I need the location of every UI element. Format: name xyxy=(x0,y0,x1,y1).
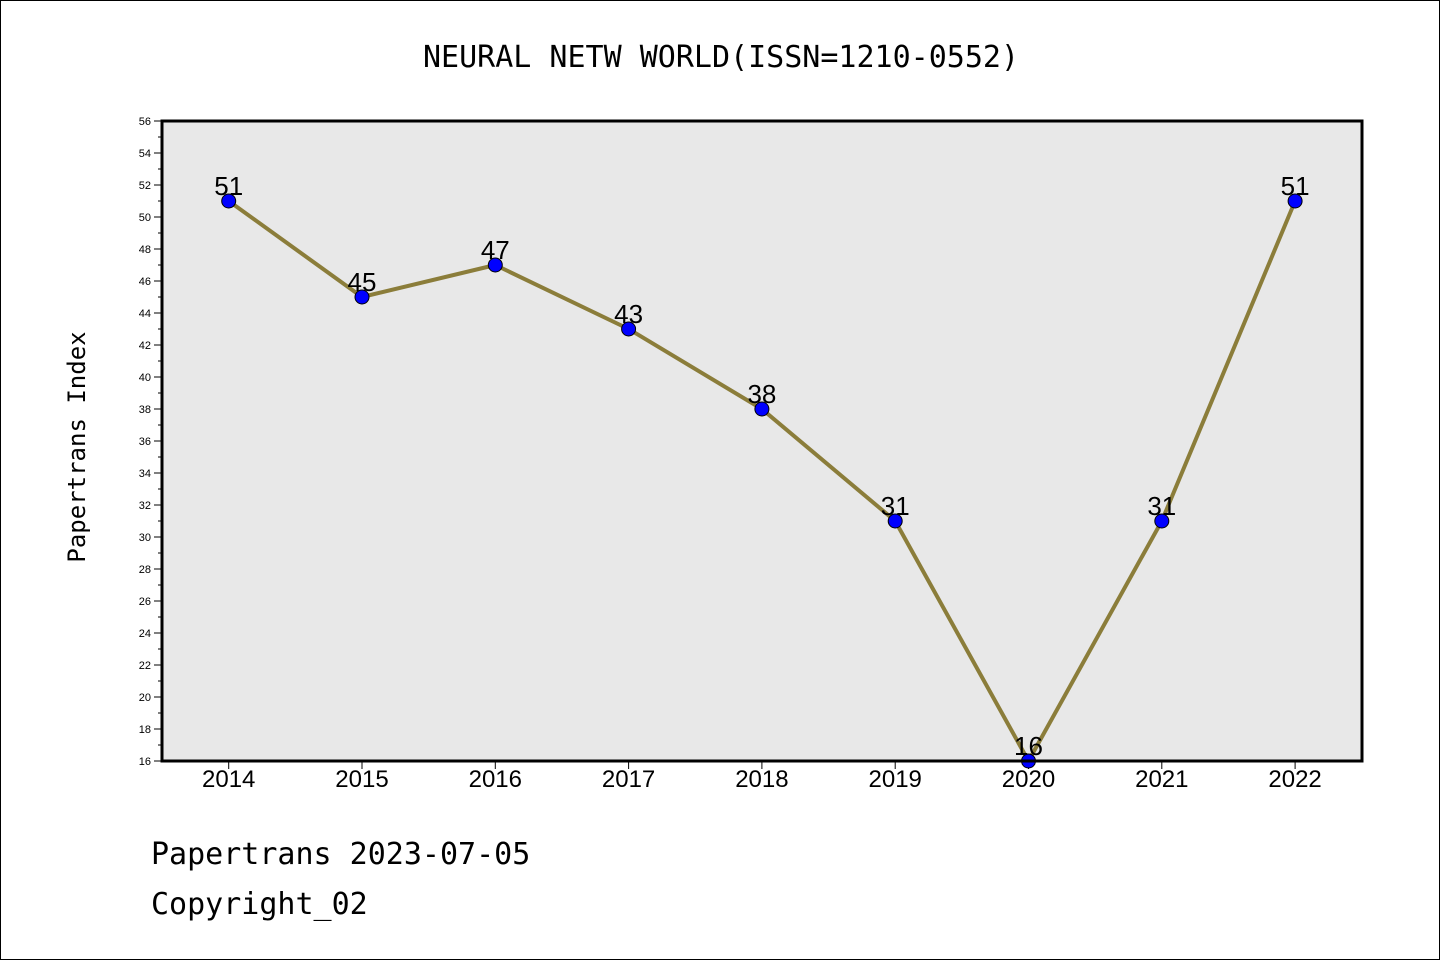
y-axis-ticks: 16 18 20 22 24 26 28 30 32 34 36 38 40 42 44 46 48 50 52 54… xyxy=(139,116,162,768)
data-point xyxy=(221,193,237,209)
x-tick-label: 2020 xyxy=(1002,766,1055,793)
data-point xyxy=(1287,193,1303,209)
y-tick-label: 48 xyxy=(139,244,151,256)
y-tick-label: 36 xyxy=(139,436,151,448)
y-tick-label: 50 xyxy=(139,212,151,224)
data-label: 51 xyxy=(214,171,243,201)
footer-date-line: Papertrans 2023-07-05 xyxy=(151,837,531,872)
y-tick-label: 56 xyxy=(139,116,151,128)
y-tick-label: 26 xyxy=(139,596,151,608)
data-point xyxy=(354,289,370,305)
plot-border xyxy=(160,119,1364,763)
x-tick-label: 2022 xyxy=(1268,766,1321,793)
x-tick-label: 2015 xyxy=(335,766,388,793)
data-point xyxy=(487,257,503,273)
plot-area xyxy=(162,121,1362,761)
y-tick-label: 52 xyxy=(139,180,151,192)
chart-title: NEURAL NETW WORLD(ISSN=1210-0552) xyxy=(423,40,1019,75)
data-label: 38 xyxy=(747,379,776,409)
y-tick-label: 22 xyxy=(139,660,151,672)
x-tick-label: 2016 xyxy=(469,766,522,793)
y-tick-label: 28 xyxy=(139,564,151,576)
data-point xyxy=(754,401,770,417)
y-tick-label: 30 xyxy=(139,532,151,544)
data-label: 31 xyxy=(1147,491,1176,521)
y-tick-label: 32 xyxy=(139,500,151,512)
y-tick-label: 44 xyxy=(139,308,151,320)
data-point xyxy=(621,321,637,337)
y-axis-label: Papertrans Index xyxy=(63,331,91,562)
footer-copyright-line: Copyright_02 xyxy=(151,887,368,922)
y-tick-label: 18 xyxy=(139,724,151,736)
data-point xyxy=(1154,513,1170,529)
y-tick-label: 42 xyxy=(139,340,151,352)
y-tick-label: 38 xyxy=(139,404,151,416)
y-tick-label: 54 xyxy=(139,148,151,160)
data-label: 51 xyxy=(1281,171,1310,201)
data-labels-group: 51 45 47 43 38 31 16 31 51 xyxy=(214,171,1309,761)
x-tick-label: 2019 xyxy=(869,766,922,793)
x-axis-ticks: 2014 2015 2016 2017 2018 2019 2020 2021 2022 xyxy=(202,761,1322,793)
y-tick-label: 34 xyxy=(139,468,151,480)
y-tick-label: 46 xyxy=(139,276,151,288)
x-tick-label: 2014 xyxy=(202,766,255,793)
data-label: 31 xyxy=(881,491,910,521)
data-label: 16 xyxy=(1014,731,1043,761)
y-tick-label: 16 xyxy=(139,756,151,768)
y-tick-label: 24 xyxy=(139,628,151,640)
x-tick-label: 2018 xyxy=(735,766,788,793)
data-label: 47 xyxy=(481,235,510,265)
y-tick-label: 40 xyxy=(139,372,151,384)
y-tick-label: 20 xyxy=(139,692,151,704)
x-tick-label: 2017 xyxy=(602,766,655,793)
data-points-group xyxy=(221,193,1303,769)
x-tick-label: 2021 xyxy=(1135,766,1188,793)
data-label: 43 xyxy=(614,299,643,329)
data-point xyxy=(887,513,903,529)
data-label: 45 xyxy=(348,267,377,297)
